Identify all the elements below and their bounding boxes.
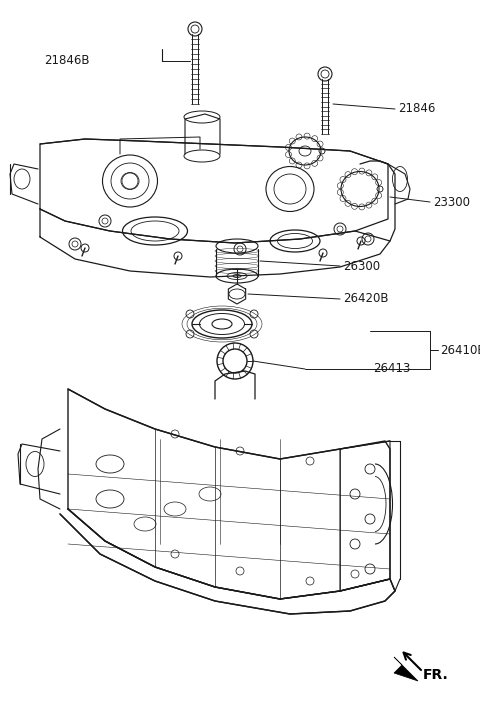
Text: 26300: 26300	[343, 259, 380, 272]
Text: 26413: 26413	[373, 362, 410, 376]
Text: FR.: FR.	[423, 668, 449, 682]
Text: 21846B: 21846B	[45, 55, 90, 67]
Text: 26420B: 26420B	[343, 293, 388, 306]
Text: 21846: 21846	[398, 103, 435, 116]
Polygon shape	[394, 657, 418, 681]
Text: 26410B: 26410B	[440, 343, 480, 357]
Text: 23300: 23300	[433, 196, 470, 208]
